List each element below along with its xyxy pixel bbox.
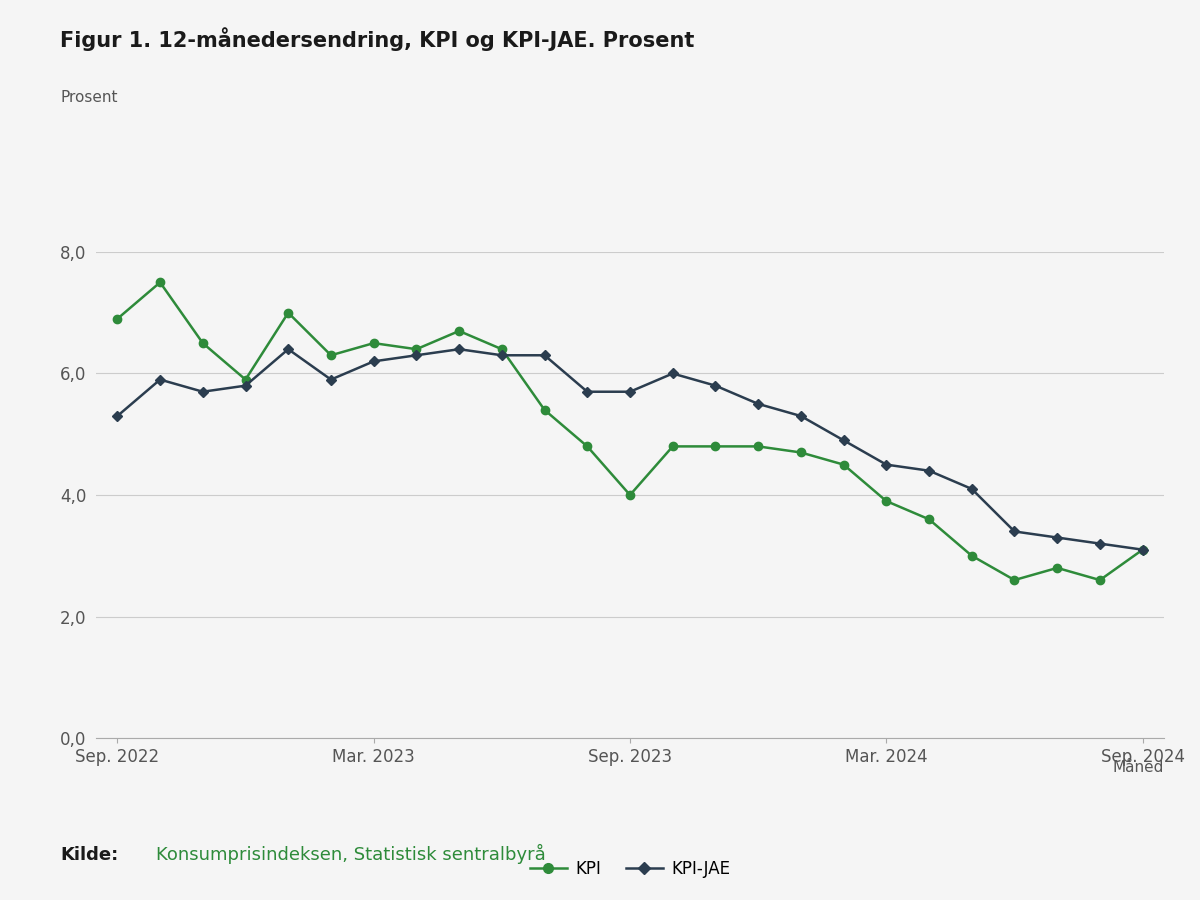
Text: Konsumprisindeksen, Statistisk sentralbyrå: Konsumprisindeksen, Statistisk sentralby…	[156, 844, 546, 864]
Text: Kilde:: Kilde:	[60, 846, 119, 864]
Text: Figur 1. 12-månedersendring, KPI og KPI-JAE. Prosent: Figur 1. 12-månedersendring, KPI og KPI-…	[60, 27, 695, 50]
Text: Prosent: Prosent	[60, 90, 118, 105]
Text: Måned: Måned	[1112, 760, 1164, 776]
Legend: KPI, KPI-JAE: KPI, KPI-JAE	[523, 853, 737, 885]
